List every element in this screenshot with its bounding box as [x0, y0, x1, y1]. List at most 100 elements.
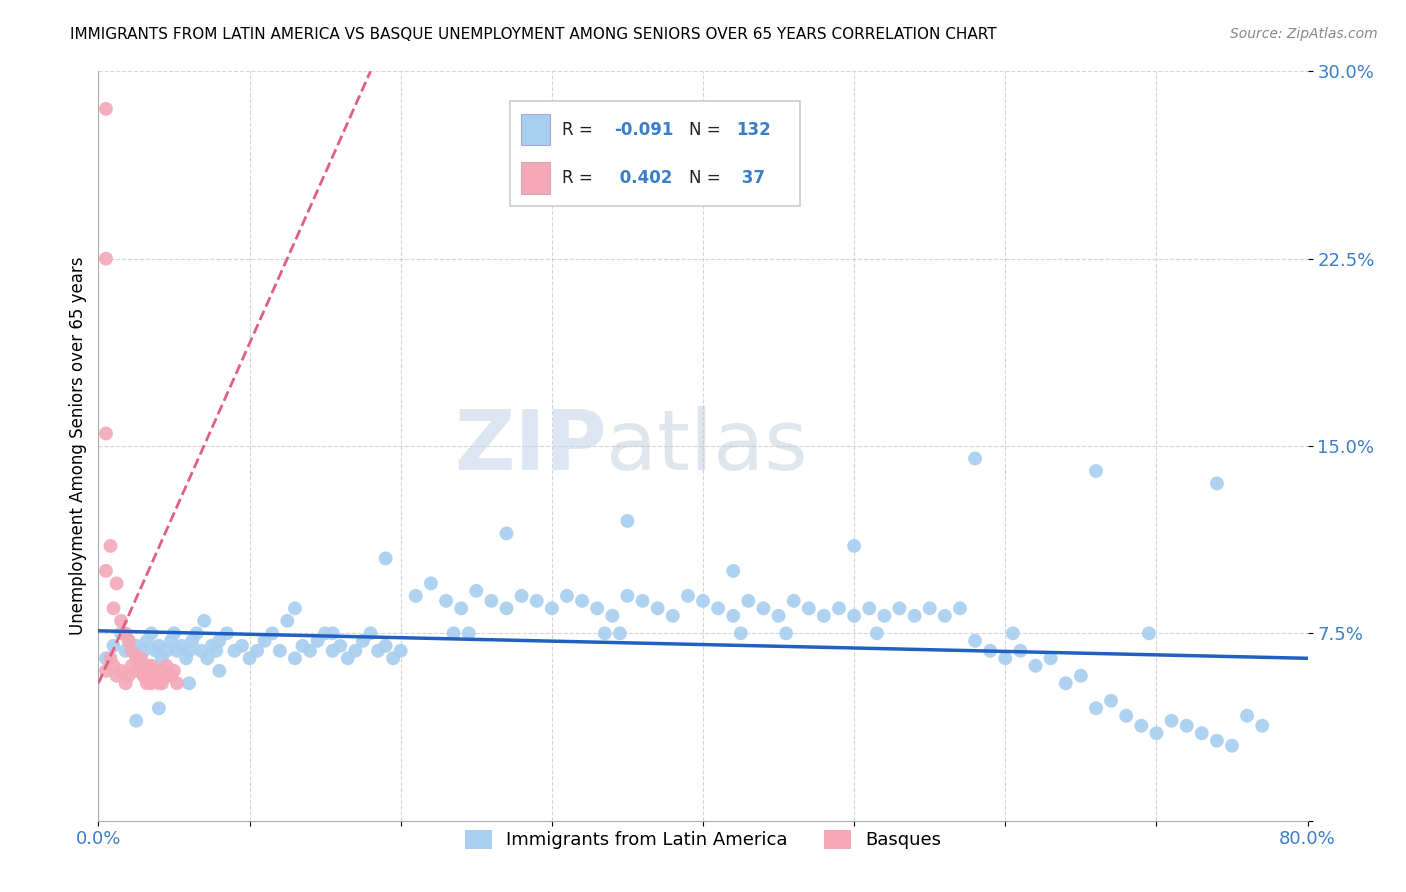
Point: [179, 644, 201, 658]
Point: [160, 633, 183, 648]
Point: [844, 539, 866, 553]
Point: [443, 626, 465, 640]
Point: [367, 644, 389, 658]
Point: [148, 639, 170, 653]
Point: [129, 651, 152, 665]
Point: [1144, 726, 1167, 740]
Point: [322, 626, 344, 640]
Point: [148, 701, 170, 715]
Point: [150, 664, 173, 678]
Point: [420, 576, 443, 591]
Point: [1001, 626, 1024, 640]
Point: [208, 664, 231, 678]
Point: [616, 589, 638, 603]
Point: [586, 601, 609, 615]
Point: [110, 626, 132, 640]
Point: [145, 644, 167, 658]
Point: [723, 608, 745, 623]
Point: [616, 514, 638, 528]
Point: [450, 601, 472, 615]
Text: atlas: atlas: [606, 406, 808, 486]
Point: [495, 526, 517, 541]
Point: [145, 669, 167, 683]
Point: [150, 676, 173, 690]
Point: [269, 644, 291, 658]
Point: [239, 651, 262, 665]
Point: [737, 594, 759, 608]
Point: [155, 669, 177, 683]
Point: [132, 669, 155, 683]
Point: [201, 639, 224, 653]
Point: [121, 658, 143, 673]
Point: [797, 601, 820, 615]
Point: [170, 639, 193, 653]
Point: [1191, 726, 1213, 740]
Point: [571, 594, 593, 608]
Point: [125, 714, 148, 728]
Point: [150, 651, 173, 665]
Point: [148, 669, 170, 683]
Point: [382, 651, 405, 665]
Point: [723, 564, 745, 578]
Point: [100, 539, 122, 553]
Point: [262, 626, 284, 640]
Point: [129, 651, 152, 665]
Point: [1160, 714, 1182, 728]
Point: [291, 639, 314, 653]
Point: [224, 644, 246, 658]
Point: [1024, 658, 1046, 673]
Point: [434, 594, 457, 608]
Point: [145, 664, 167, 678]
Point: [103, 639, 125, 653]
Point: [114, 676, 136, 690]
Point: [141, 676, 163, 690]
Point: [495, 601, 517, 615]
Point: [965, 451, 987, 466]
Point: [110, 664, 132, 678]
Point: [389, 644, 412, 658]
Point: [246, 644, 269, 658]
Point: [813, 608, 835, 623]
Point: [100, 651, 122, 665]
Point: [457, 626, 479, 640]
Point: [141, 626, 163, 640]
Point: [510, 589, 533, 603]
Point: [114, 626, 136, 640]
Point: [105, 669, 128, 683]
Point: [631, 594, 654, 608]
Point: [155, 658, 177, 673]
Point: [135, 658, 157, 673]
Point: [481, 594, 503, 608]
Point: [374, 551, 396, 566]
Point: [555, 589, 578, 603]
Point: [179, 676, 201, 690]
Point: [94, 564, 117, 578]
Point: [125, 651, 148, 665]
Point: [540, 601, 562, 615]
Point: [181, 633, 204, 648]
Point: [114, 644, 136, 658]
Text: ZIP: ZIP: [454, 406, 606, 486]
Point: [344, 644, 367, 658]
Point: [135, 633, 157, 648]
Point: [752, 601, 775, 615]
Point: [526, 594, 548, 608]
Point: [94, 664, 117, 678]
Point: [253, 633, 276, 648]
Point: [276, 614, 298, 628]
Point: [873, 608, 896, 623]
Point: [314, 626, 336, 640]
Point: [125, 639, 148, 653]
Point: [465, 583, 488, 598]
Point: [307, 633, 329, 648]
Point: [1206, 476, 1229, 491]
Point: [141, 658, 163, 673]
Point: [186, 626, 208, 640]
Point: [132, 669, 155, 683]
Point: [1130, 719, 1153, 733]
Point: [208, 633, 231, 648]
Point: [163, 626, 186, 640]
Point: [118, 633, 141, 648]
Point: [195, 651, 218, 665]
Point: [166, 644, 188, 658]
